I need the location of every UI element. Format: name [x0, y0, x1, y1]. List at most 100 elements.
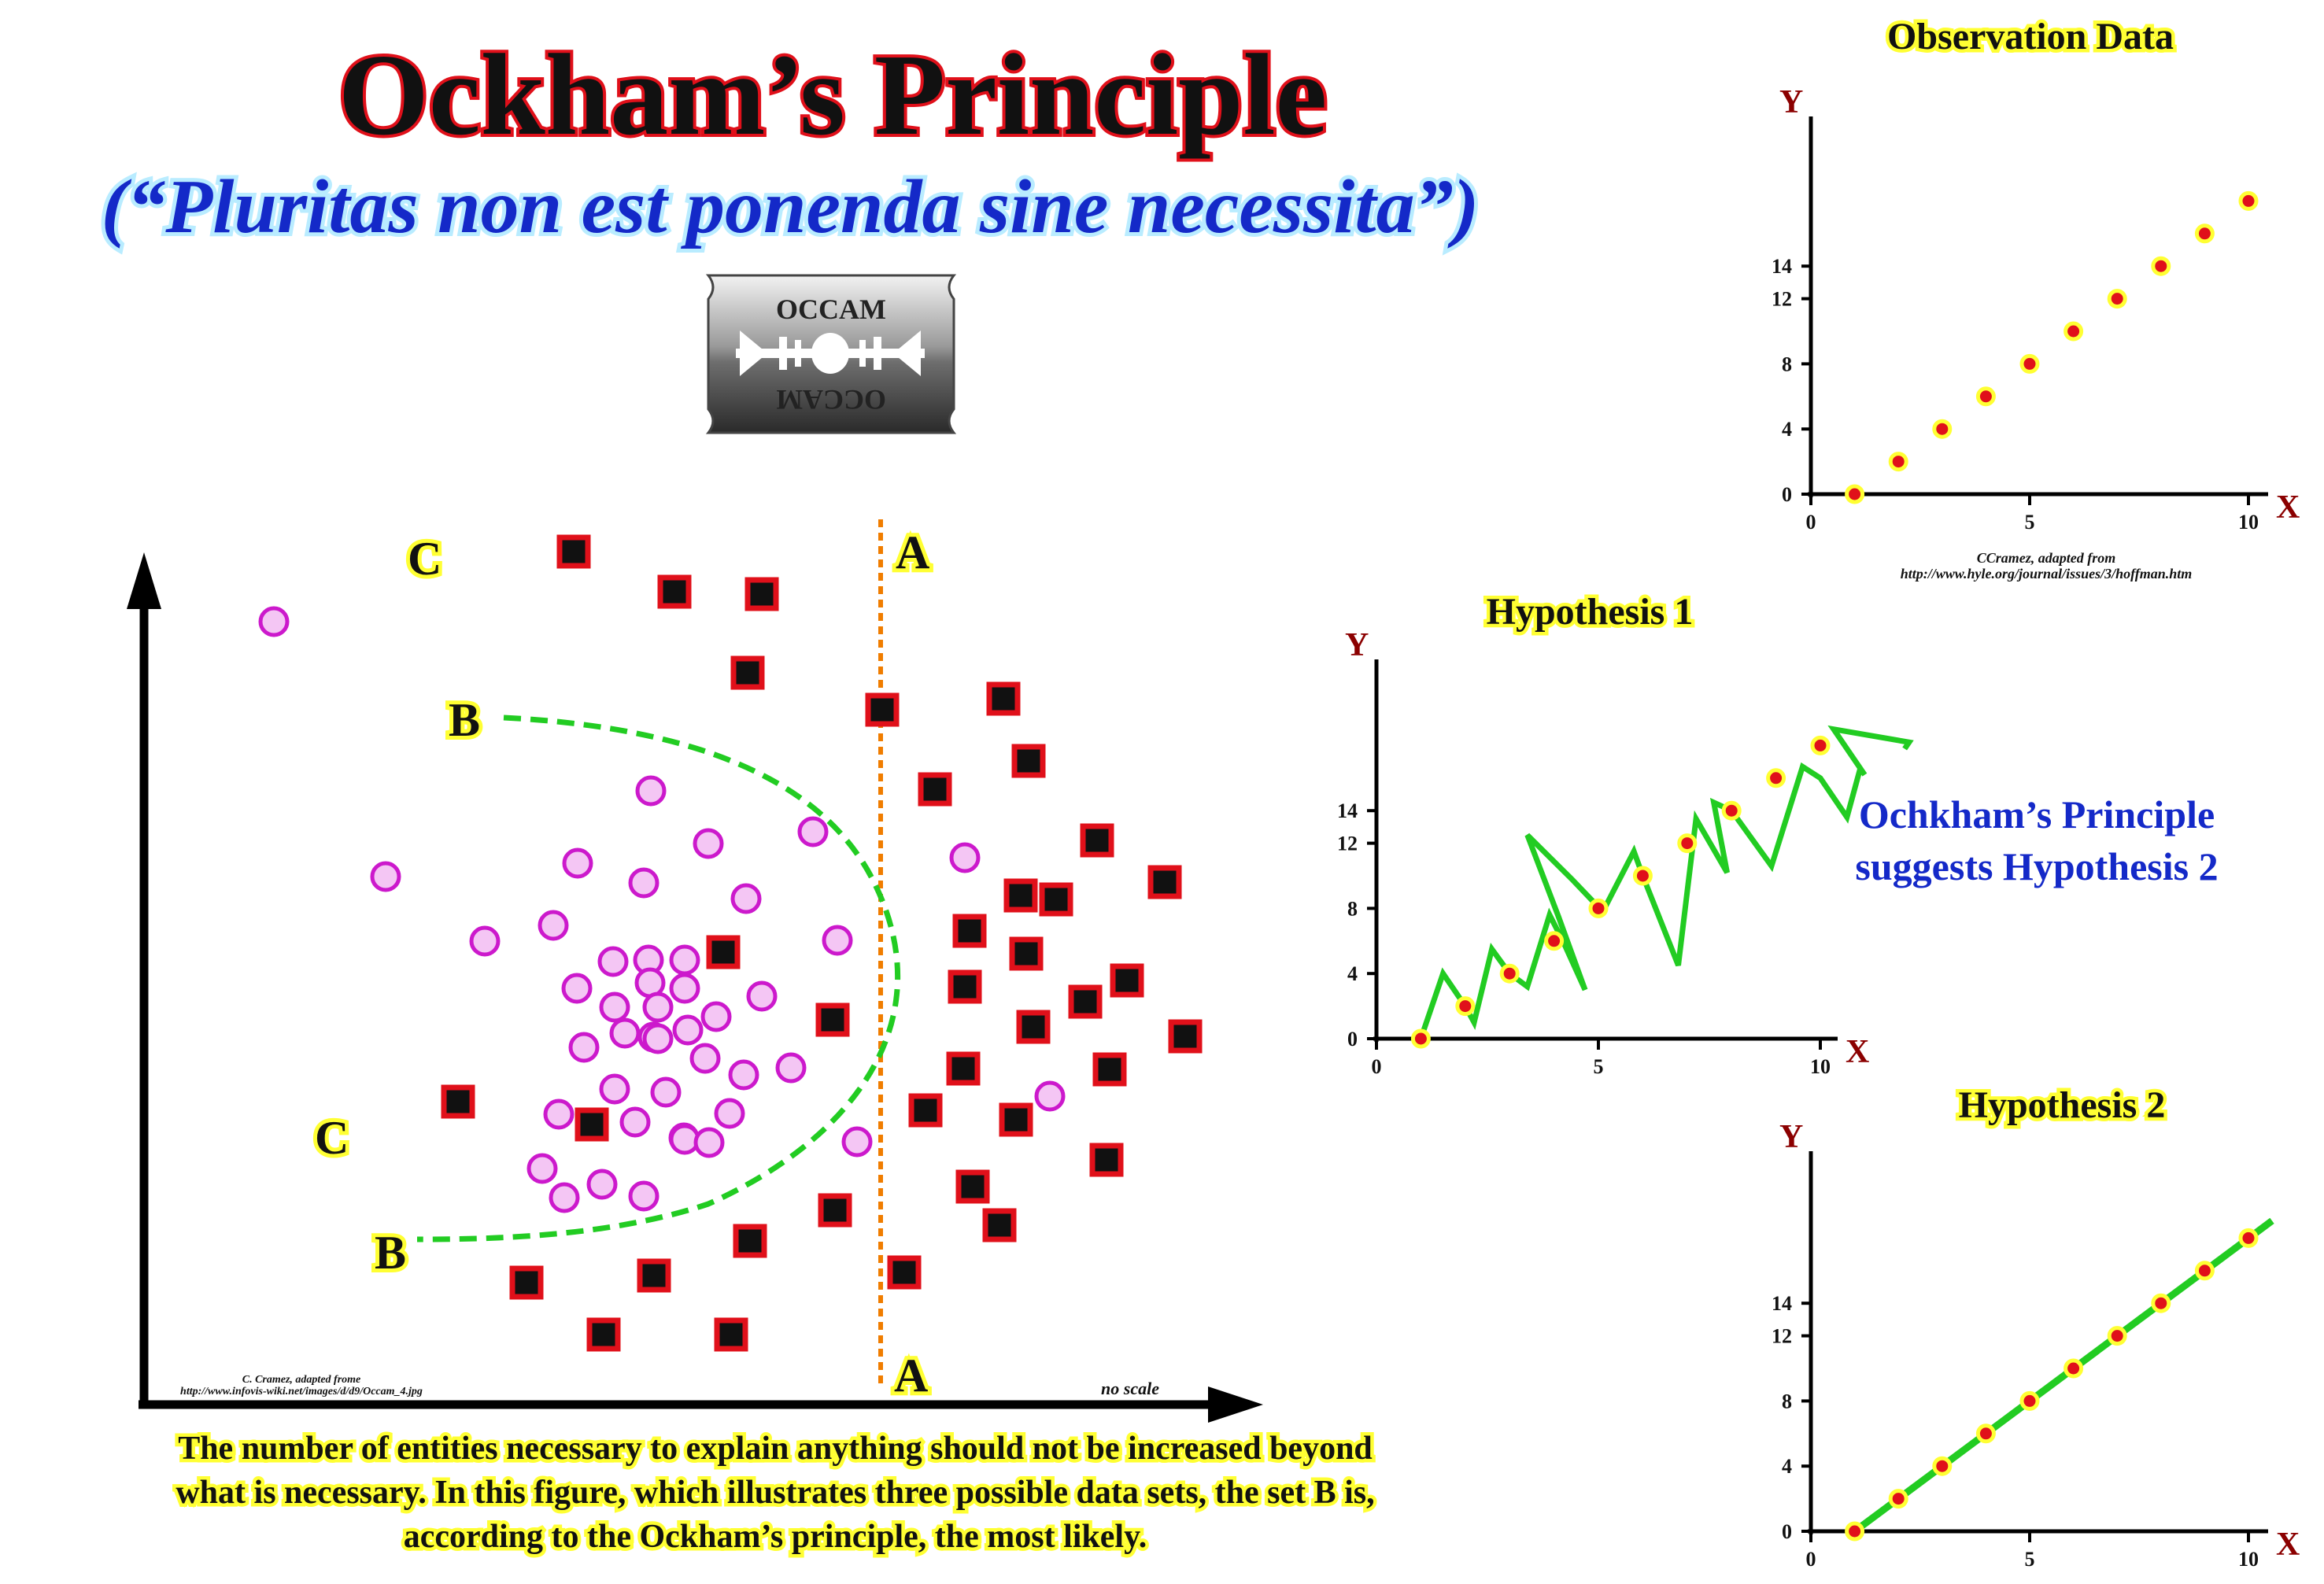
red-square-point — [575, 1107, 609, 1142]
red-square-point — [714, 1317, 748, 1352]
data-point — [2107, 1326, 2127, 1346]
magenta-circle-point — [797, 816, 829, 847]
magenta-circle-point — [700, 1001, 732, 1032]
suggestion-line1: Ochkham’s Principle — [1859, 792, 2215, 836]
y-axis-arrow-icon — [127, 552, 161, 609]
chart-x-tick-label: 5 — [2025, 1548, 2035, 1571]
magenta-circle-point — [549, 1182, 580, 1213]
chart-x-tick-label: 5 — [1594, 1055, 1604, 1078]
red-square-point — [865, 692, 900, 727]
chart-y-tick-label: 14 — [1772, 255, 1792, 278]
chart-x-tick-label: 0 — [1806, 511, 1816, 534]
red-square-point — [815, 1002, 850, 1037]
magenta-circle-point — [775, 1052, 807, 1084]
data-point — [1932, 419, 1953, 439]
magenta-circle-point — [672, 1014, 704, 1046]
magenta-circle-point — [628, 1180, 660, 1212]
red-square-point — [1039, 882, 1073, 917]
red-square-point — [1089, 1143, 1124, 1177]
label-b-bottom: B — [375, 1227, 406, 1279]
data-point — [1677, 833, 1698, 854]
data-point — [2107, 289, 2127, 309]
magenta-circle-point — [562, 847, 593, 879]
magenta-circle-point — [746, 980, 778, 1012]
chart-y-label: Y — [1345, 627, 1369, 663]
magenta-circle-point — [538, 910, 569, 941]
red-square-point — [908, 1093, 943, 1128]
red-square-point — [1080, 823, 1114, 858]
data-point — [2151, 1293, 2171, 1313]
data-point — [2194, 223, 2215, 244]
data-point — [2238, 1228, 2259, 1248]
data-point — [1975, 386, 1996, 407]
data-point — [1845, 484, 1865, 504]
chart-y-label: Y — [1779, 1119, 1803, 1155]
red-square-point — [955, 1169, 990, 1204]
red-square-point — [986, 681, 1021, 716]
chart-y-tick-label: 4 — [1782, 1455, 1792, 1478]
page-subtitle: (“Pluritas non est ponenda sine necessit… — [102, 164, 1480, 249]
magenta-circle-point — [728, 1059, 759, 1091]
data-point — [1544, 931, 1565, 951]
scale-note: no scale — [1101, 1379, 1159, 1398]
magenta-circle-point — [693, 828, 724, 859]
chart-y-tick-label: 0 — [1782, 483, 1792, 506]
caption-line2: what is necessary. In this figure, which… — [176, 1475, 1374, 1511]
chart-y-tick-label: 4 — [1782, 418, 1792, 441]
red-square-point — [887, 1255, 922, 1290]
red-square-point — [1068, 984, 1103, 1019]
chart-y-tick-label: 0 — [1782, 1520, 1792, 1543]
data-point — [2194, 1261, 2215, 1281]
chart-title: Hypothesis 2 — [1959, 1084, 2166, 1126]
red-square-point — [744, 577, 779, 611]
label-b-top: B — [449, 694, 480, 746]
magenta-circle-point — [669, 1124, 700, 1155]
red-square-point — [1016, 1010, 1051, 1044]
red-square-point — [657, 574, 692, 609]
magenta-circle-point — [599, 991, 630, 1023]
chart-x-tick-label: 10 — [2238, 1548, 2259, 1571]
red-square-point — [706, 935, 741, 969]
red-square-point — [1168, 1019, 1203, 1054]
data-point — [2019, 1390, 2040, 1411]
data-point — [2019, 353, 2040, 374]
chart-y-tick-label: 4 — [1347, 962, 1358, 985]
chart-observation-data: Observation Data Y X 0 4 8 12 14 0 5 10 — [1772, 13, 2300, 534]
label-c-bottom: C — [315, 1112, 349, 1164]
red-square-point — [733, 1224, 767, 1258]
red-square-point — [999, 1102, 1033, 1137]
magenta-circle-point — [642, 1023, 674, 1054]
red-square-point — [818, 1193, 852, 1228]
scatter-axes — [127, 552, 1263, 1423]
razor-blade-logo: OCCAM OCCAM — [705, 274, 957, 434]
red-square-point — [982, 1208, 1017, 1242]
red-square-point — [1003, 878, 1038, 913]
magenta-circle-point — [568, 1032, 600, 1063]
magenta-circle-point — [527, 1153, 558, 1184]
red-square-points — [441, 534, 1203, 1352]
scatter-credit-line1: C. Cramez, adapted frome — [242, 1374, 361, 1386]
red-square-point — [948, 969, 982, 1004]
red-square-point — [509, 1265, 544, 1300]
data-point — [1766, 768, 1786, 788]
red-square-point — [730, 655, 765, 690]
magenta-circle-points — [258, 606, 1066, 1213]
chart-x-tick-label: 5 — [2025, 511, 2035, 534]
red-square-point — [946, 1051, 981, 1086]
data-point — [1845, 1521, 1865, 1542]
data-point — [1810, 735, 1831, 755]
magenta-circle-point — [689, 1043, 721, 1074]
red-square-point — [441, 1084, 475, 1119]
label-a-bottom: A — [894, 1350, 928, 1401]
hypothesis-curve — [1418, 725, 1914, 1040]
data-point — [2064, 321, 2084, 342]
chart-x-tick-label: 10 — [1810, 1055, 1831, 1078]
data-point — [1975, 1423, 1996, 1444]
magenta-circle-point — [561, 973, 593, 1004]
data-point — [1632, 866, 1653, 886]
chart-y-tick-label: 8 — [1782, 353, 1792, 375]
magenta-circle-point — [609, 1017, 641, 1049]
chart-x-tick-label: 0 — [1372, 1055, 1382, 1078]
magenta-circle-point — [597, 946, 629, 977]
